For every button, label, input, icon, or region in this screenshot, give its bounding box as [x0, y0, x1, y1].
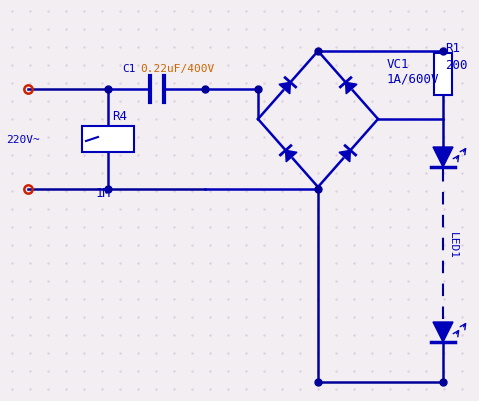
Text: 1M: 1M: [96, 186, 111, 200]
Text: C1: C1: [122, 64, 136, 74]
Text: R4: R4: [112, 110, 127, 123]
Polygon shape: [285, 151, 297, 162]
Text: VC1: VC1: [387, 58, 410, 71]
Bar: [434, 54, 452, 96]
Polygon shape: [433, 322, 453, 342]
Bar: [82, 127, 134, 153]
Text: R1: R1: [445, 42, 460, 55]
Text: 0.22uF/400V: 0.22uF/400V: [140, 64, 214, 74]
Text: 220V~: 220V~: [6, 135, 40, 145]
Polygon shape: [433, 148, 453, 168]
Text: LED1: LED1: [448, 231, 458, 258]
Text: 1A/600V: 1A/600V: [387, 73, 440, 86]
Polygon shape: [279, 83, 290, 95]
Polygon shape: [339, 151, 350, 162]
Polygon shape: [346, 83, 357, 95]
Text: 200: 200: [445, 59, 468, 72]
